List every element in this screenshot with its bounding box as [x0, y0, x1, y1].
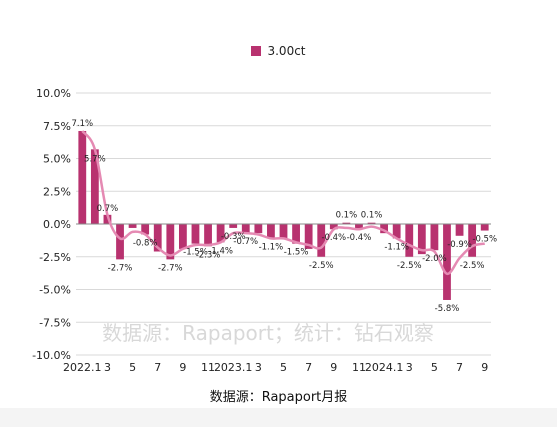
- bar: [317, 224, 326, 257]
- trend-line: [81, 130, 485, 276]
- legend-label: 3.00ct: [267, 44, 306, 58]
- y-tick-label: -7.5%: [39, 316, 71, 329]
- legend-swatch: [251, 46, 262, 56]
- bar: [78, 130, 87, 224]
- bar: [128, 224, 137, 228]
- bar: [430, 224, 439, 251]
- bar: [468, 224, 477, 257]
- data-label: 7.1%: [71, 119, 93, 129]
- bar: [392, 224, 401, 239]
- y-tick-label: -5.0%: [39, 284, 71, 297]
- x-tick-label: 2022.1: [63, 361, 102, 374]
- data-label: -2.5%: [397, 261, 422, 271]
- data-label: 0.1%: [361, 211, 383, 221]
- y-tick-label: -10.0%: [32, 349, 71, 362]
- data-label: -1.5%: [183, 248, 208, 258]
- x-tick-label: 3: [104, 361, 111, 374]
- bar: [90, 149, 99, 224]
- bar: [443, 224, 451, 300]
- data-label: -1.1%: [259, 242, 284, 252]
- bar-chart: 10.0% 7.5% 5.0% 2.5% 0.0% -2.5% -5.0% -7.5% -10.…: [32, 87, 497, 374]
- data-label: -0.4%: [321, 233, 346, 243]
- x-tick-label: 7: [456, 361, 463, 374]
- bar: [480, 224, 489, 231]
- data-label: -0.9%: [447, 240, 472, 250]
- y-tick-label: 2.5%: [43, 185, 71, 198]
- x-tick-label: 11: [201, 361, 215, 374]
- y-tick-label: 7.5%: [43, 120, 71, 133]
- bar: [367, 222, 376, 224]
- x-tick-label: 5: [431, 361, 438, 374]
- data-label: -5.8%: [435, 304, 460, 314]
- x-tick-label: 3: [406, 361, 413, 374]
- data-label: 0.7%: [97, 204, 119, 214]
- bar: [116, 224, 124, 260]
- x-tick-label: 3: [255, 361, 262, 374]
- data-label: -0.8%: [133, 238, 158, 248]
- data-label: -1.4%: [208, 246, 233, 256]
- y-tick-label: 0.0%: [43, 218, 71, 231]
- bottom-band: [0, 408, 557, 427]
- bar: [254, 224, 263, 234]
- data-label: -0.4%: [347, 233, 372, 243]
- legend: 3.00ct: [0, 44, 557, 58]
- data-label: -2.5%: [309, 261, 334, 271]
- bar: [355, 224, 363, 230]
- bar: [380, 224, 389, 234]
- data-label: 0.1%: [336, 211, 358, 221]
- x-tick-label: 7: [154, 361, 161, 374]
- bar: [342, 222, 351, 224]
- bar: [153, 224, 162, 252]
- source-note: 数据源：Rapaport月报: [209, 390, 348, 405]
- bar: [191, 224, 200, 244]
- bar: [405, 224, 414, 257]
- bar: [103, 214, 112, 224]
- data-label: -1.5%: [284, 248, 309, 258]
- data-label: -2.7%: [158, 263, 183, 273]
- x-tick-label: 2023.1: [214, 361, 253, 374]
- data-label: -2.7%: [108, 263, 133, 273]
- x-tick-label: 9: [179, 361, 186, 374]
- data-label: -2.5%: [460, 261, 485, 271]
- y-tick-label: 10.0%: [36, 87, 71, 100]
- bar: [141, 224, 150, 235]
- watermark: 数据源：Rapaport；统计：钻石观察: [102, 321, 434, 345]
- x-tick-label: 5: [280, 361, 287, 374]
- data-label: -0.3%: [221, 232, 246, 242]
- data-label: -1.1%: [384, 242, 409, 252]
- bar: [241, 224, 250, 234]
- x-tick-label: 2024.1: [365, 361, 404, 374]
- bar: [166, 224, 175, 260]
- data-label: -0.5%: [472, 235, 497, 245]
- y-tick-label: 5.0%: [43, 153, 71, 166]
- bar: [267, 224, 275, 239]
- x-tick-label: 5: [129, 361, 136, 374]
- bar: [204, 224, 212, 247]
- data-label: -2.0%: [422, 254, 447, 264]
- x-tick-label: 11: [352, 361, 366, 374]
- x-tick-label: 9: [330, 361, 337, 374]
- bar: [216, 224, 225, 243]
- bar: [178, 224, 187, 249]
- bar: [279, 224, 288, 239]
- bar: [417, 224, 426, 255]
- data-label: 5.7%: [84, 154, 106, 164]
- bar: [229, 224, 238, 228]
- bar: [304, 224, 313, 249]
- x-tick-label: 7: [305, 361, 312, 374]
- y-tick-label: -2.5%: [39, 251, 71, 264]
- bar: [329, 224, 338, 230]
- data-label: -2.3%: [196, 250, 221, 260]
- data-label: -0.7%: [233, 237, 258, 247]
- bar: [455, 224, 464, 236]
- x-tick-label: 9: [481, 361, 488, 374]
- bar: [292, 224, 300, 244]
